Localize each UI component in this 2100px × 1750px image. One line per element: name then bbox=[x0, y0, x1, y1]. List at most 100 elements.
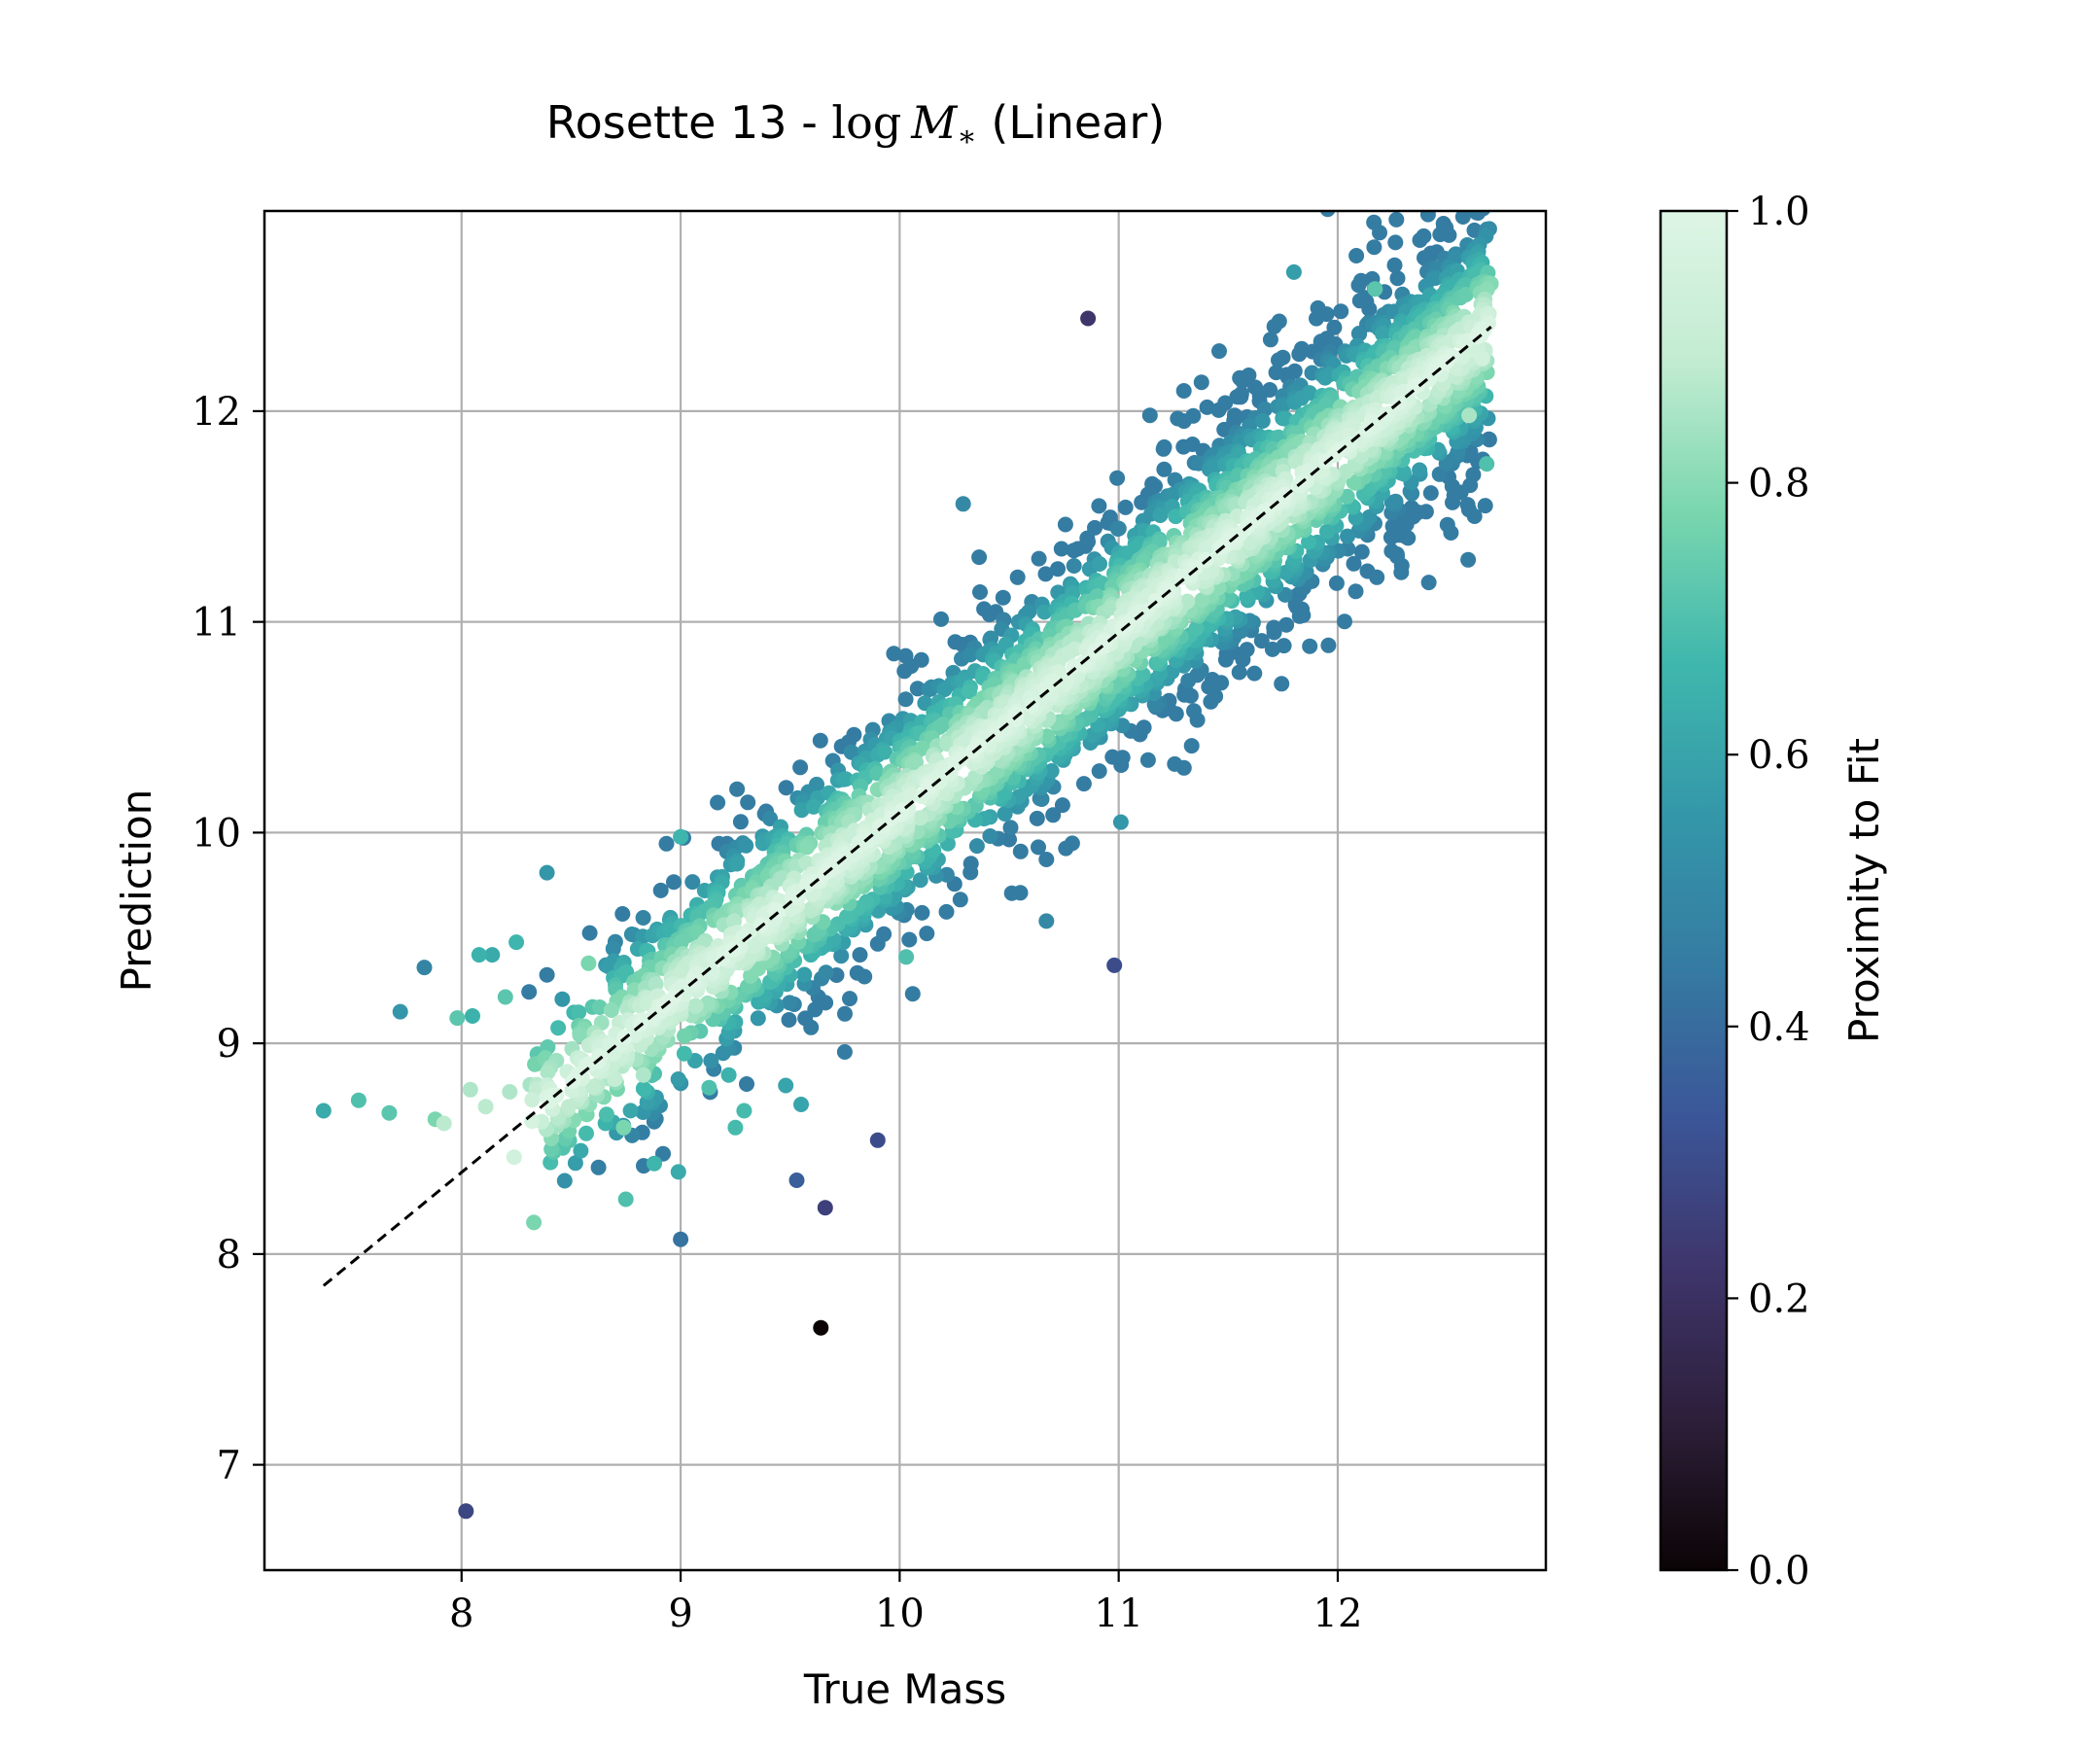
scatter-point bbox=[1217, 651, 1234, 668]
colorbar-tick-label: 1.0 bbox=[1748, 190, 1810, 234]
scatter-point bbox=[1182, 687, 1199, 704]
scatter-point bbox=[506, 1149, 522, 1166]
scatter-point bbox=[1002, 820, 1019, 836]
scatter-point bbox=[938, 903, 955, 920]
scatter-point bbox=[521, 984, 538, 1000]
scatter-point bbox=[1075, 776, 1092, 792]
scatter-point bbox=[1066, 558, 1082, 574]
scatter-point bbox=[803, 1019, 820, 1035]
scatter-point bbox=[1460, 551, 1477, 568]
scatter-point bbox=[1393, 557, 1410, 574]
scatter-point bbox=[1481, 432, 1497, 448]
scatter-point bbox=[1372, 225, 1387, 241]
scatter-point bbox=[1156, 461, 1172, 477]
scatter-point bbox=[652, 882, 669, 898]
scatter-point bbox=[1291, 346, 1308, 363]
scatter-point bbox=[1144, 475, 1161, 492]
scatter-point bbox=[1262, 332, 1278, 348]
scatter-point bbox=[1457, 141, 1473, 157]
scatter-point bbox=[1003, 885, 1020, 901]
scatter-point bbox=[1092, 556, 1107, 572]
scatter-point bbox=[1069, 541, 1086, 557]
scatter-point bbox=[1456, 179, 1472, 194]
scatter-point bbox=[1475, 211, 1491, 217]
scatter-point bbox=[614, 906, 631, 922]
scatter-point bbox=[1463, 162, 1479, 178]
scatter-point bbox=[919, 926, 935, 942]
scatter-point bbox=[1301, 534, 1316, 550]
x-tick-label: 12 bbox=[1313, 1592, 1363, 1636]
scatter-point bbox=[736, 1102, 752, 1119]
scatter-point bbox=[952, 892, 968, 908]
colorbar-tick-label: 0.8 bbox=[1748, 462, 1810, 507]
scatter-point bbox=[1037, 566, 1054, 582]
scatter-point bbox=[1479, 456, 1495, 472]
scatter-point bbox=[1337, 613, 1352, 630]
scatter-point bbox=[1461, 407, 1478, 424]
scatter-point bbox=[1106, 957, 1123, 973]
scatter-point bbox=[935, 717, 951, 733]
scatter-point bbox=[1036, 604, 1053, 620]
scatter-point bbox=[1422, 245, 1439, 262]
y-tick-label: 11 bbox=[192, 601, 241, 646]
scatter-point bbox=[1175, 759, 1192, 776]
scatter-point bbox=[1057, 516, 1073, 533]
scatter-point bbox=[1285, 263, 1302, 280]
scatter-point bbox=[762, 811, 779, 826]
scatter-point bbox=[462, 1081, 478, 1098]
scatter-point bbox=[458, 1503, 474, 1520]
plot-frame bbox=[262, 209, 1548, 1572]
scatter-point bbox=[1235, 651, 1251, 668]
scatter-point bbox=[1233, 386, 1249, 402]
title-subscript: ∗ bbox=[957, 120, 976, 154]
scatter-point bbox=[982, 828, 998, 844]
scatter-point bbox=[1470, 179, 1486, 194]
scatter-point bbox=[580, 955, 597, 971]
scatter-point bbox=[968, 838, 985, 855]
scatter-point bbox=[1031, 839, 1046, 856]
scatter-point bbox=[852, 947, 868, 963]
scatter-point bbox=[1312, 333, 1329, 350]
chart-title: Rosette 13 - log M∗ (Linear) bbox=[546, 96, 1166, 154]
y-tick-label: 8 bbox=[217, 1233, 241, 1278]
scatter-point bbox=[1466, 222, 1483, 238]
scatter-point bbox=[796, 966, 813, 983]
scatter-point bbox=[1050, 561, 1066, 578]
scatter-point bbox=[1358, 294, 1375, 310]
scatter-point bbox=[738, 837, 754, 854]
scatter-point bbox=[635, 910, 651, 926]
scatter-point bbox=[909, 681, 926, 697]
scatter-point bbox=[1168, 706, 1184, 722]
scatter-point bbox=[727, 1119, 744, 1136]
scatter-point bbox=[484, 947, 501, 963]
scatter-point bbox=[1383, 495, 1400, 510]
scatter-point bbox=[735, 928, 752, 945]
scatter-point bbox=[1415, 187, 1430, 202]
scatter-point bbox=[571, 1004, 587, 1021]
scatter-point bbox=[573, 1142, 589, 1159]
scatter-point bbox=[1346, 474, 1362, 490]
scatter-point bbox=[897, 691, 914, 708]
scatter-point bbox=[1203, 693, 1219, 710]
scatter-point bbox=[605, 940, 621, 957]
scatter-point bbox=[581, 925, 598, 941]
scatter-point bbox=[1445, 494, 1460, 510]
scatter-point bbox=[1326, 319, 1343, 335]
scatter-point bbox=[857, 968, 873, 985]
scatter-point bbox=[1460, 502, 1477, 518]
scatter-point bbox=[1319, 523, 1335, 540]
scatter-point bbox=[1346, 555, 1362, 572]
scatter-point bbox=[556, 1172, 573, 1189]
scatter-point bbox=[1286, 363, 1303, 379]
scatter-point bbox=[976, 601, 993, 617]
scatter-point bbox=[1375, 326, 1391, 342]
scatter-point bbox=[792, 759, 809, 776]
scatter-point bbox=[543, 1141, 560, 1157]
scatter-point bbox=[954, 751, 970, 767]
scatter-point bbox=[740, 794, 756, 811]
scatter-point bbox=[846, 726, 862, 743]
scatter-point bbox=[962, 864, 979, 881]
scatter-point bbox=[1369, 569, 1385, 585]
scatter-point bbox=[1184, 437, 1201, 452]
scatter-point bbox=[1302, 638, 1318, 654]
